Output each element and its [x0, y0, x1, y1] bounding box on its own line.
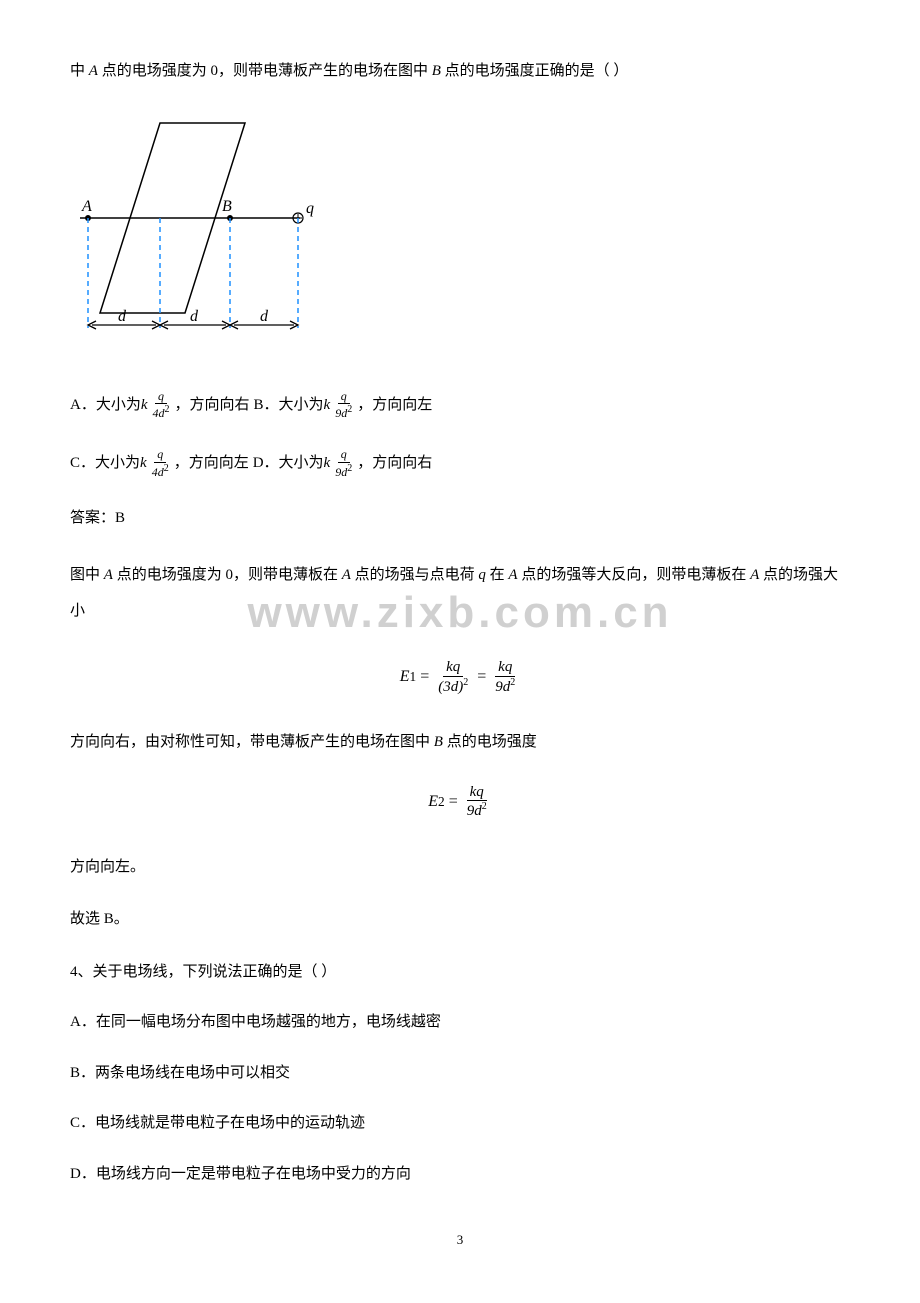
page-number: 3 — [0, 1230, 920, 1250]
eq1-frac2: kq 9d2 — [492, 659, 518, 695]
q4-option-b: B．两条电场线在电场中可以相交 — [70, 1062, 850, 1085]
option-a-formula: k q 4d2 — [141, 390, 175, 420]
final-choice: 故选 B。 — [70, 908, 850, 931]
formula-k-d: k — [324, 452, 331, 475]
explain-para: 图中 A 点的电场强度为 0，则带电薄板在 A 点的场强与点电荷 q 在 A 点… — [70, 557, 850, 629]
svg-text:q: q — [306, 200, 314, 217]
svg-text:d: d — [190, 308, 199, 325]
equation-2: E2 = kq 9d2 — [70, 784, 850, 820]
option-a-prefix: A．大小为 — [70, 394, 141, 417]
option-b-prefix: B．大小为 — [254, 394, 324, 417]
options-row-1: A．大小为 k q 4d2 ，方向向右 B．大小为 k q 9d2 ，方向向左 — [70, 390, 850, 420]
q4-option-d: D．电场线方向一定是带电粒子在电场中受力的方向 — [70, 1163, 850, 1186]
svg-text:B: B — [222, 198, 232, 215]
q4-option-c: C．电场线就是带电粒子在电场中的运动轨迹 — [70, 1112, 850, 1135]
option-d-formula: k q 9d2 — [324, 448, 358, 478]
option-c-suffix: ，方向向左 — [174, 452, 249, 475]
svg-text:d: d — [260, 308, 269, 325]
fraction-4d2-a: q 4d2 — [150, 390, 173, 420]
q4-stem: 4、关于电场线，下列说法正确的是（ ） — [70, 961, 850, 984]
option-c: C．大小为 k q 4d2 ，方向向左 — [70, 448, 249, 478]
opening-line: 中 A 点的电场强度为 0，则带电薄板产生的电场在图中 B 点的电场强度正确的是… — [70, 60, 850, 83]
formula-k-b: k — [324, 394, 331, 417]
svg-text:d: d — [118, 308, 127, 325]
option-a: A．大小为 k q 4d2 ，方向向右 — [70, 390, 250, 420]
eq1-frac1: kq (3d)2 — [435, 659, 471, 695]
para-after-eq1: 方向向右，由对称性可知，带电薄板产生的电场在图中 B 点的电场强度 — [70, 731, 850, 754]
fraction-9d2-d: q 9d2 — [332, 448, 355, 478]
option-d-prefix: D．大小为 — [253, 452, 324, 475]
fraction-9d2-b: q 9d2 — [332, 390, 355, 420]
equation-1: E1 = kq (3d)2 = kq 9d2 — [70, 659, 850, 695]
option-c-prefix: C．大小为 — [70, 452, 140, 475]
option-d: D．大小为 k q 9d2 ，方向向右 — [253, 448, 433, 478]
physics-diagram: A B q d d d — [70, 113, 320, 343]
svg-text:A: A — [81, 198, 92, 215]
options-row-2: C．大小为 k q 4d2 ，方向向左 D．大小为 k q 9d2 ，方向向右 — [70, 448, 850, 478]
answer-line: 答案：B — [70, 507, 850, 530]
option-b-suffix: ，方向向左 — [357, 394, 432, 417]
q4-option-a: A．在同一幅电场分布图中电场越强的地方，电场线越密 — [70, 1011, 850, 1034]
fraction-4d2-c: q 4d2 — [149, 448, 172, 478]
option-b-formula: k q 9d2 — [324, 390, 358, 420]
option-d-suffix: ，方向向右 — [357, 452, 432, 475]
option-c-formula: k q 4d2 — [140, 448, 174, 478]
formula-k-c: k — [140, 452, 147, 475]
option-b: B．大小为 k q 9d2 ，方向向左 — [254, 390, 433, 420]
diagram-container: A B q d d d — [70, 113, 850, 351]
para-after-eq2: 方向向左。 — [70, 856, 850, 879]
eq2-frac: kq 9d2 — [464, 784, 490, 820]
formula-k: k — [141, 394, 148, 417]
option-a-suffix: ，方向向右 — [175, 394, 250, 417]
